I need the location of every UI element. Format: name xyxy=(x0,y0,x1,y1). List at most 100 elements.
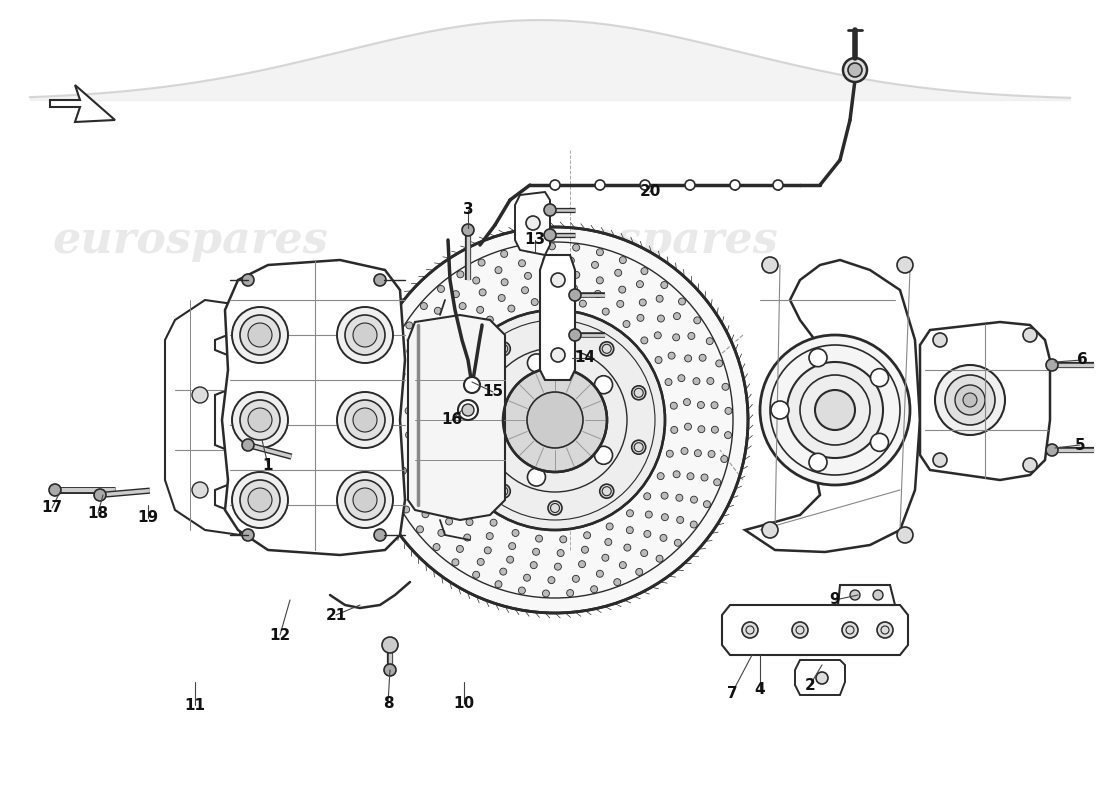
Circle shape xyxy=(714,478,720,486)
Circle shape xyxy=(933,453,947,467)
Circle shape xyxy=(542,590,549,597)
Circle shape xyxy=(441,319,449,326)
Circle shape xyxy=(452,350,459,357)
Circle shape xyxy=(473,571,480,578)
Text: eurospares: eurospares xyxy=(52,218,328,262)
Circle shape xyxy=(495,581,502,588)
Polygon shape xyxy=(515,192,550,255)
Circle shape xyxy=(345,480,385,520)
Circle shape xyxy=(398,370,405,378)
Circle shape xyxy=(626,526,634,534)
Circle shape xyxy=(568,257,574,264)
Circle shape xyxy=(623,321,630,327)
Text: 17: 17 xyxy=(42,501,63,515)
Circle shape xyxy=(850,590,860,600)
Circle shape xyxy=(442,341,449,348)
Circle shape xyxy=(409,490,416,497)
Circle shape xyxy=(430,499,438,506)
Text: 16: 16 xyxy=(441,413,463,427)
Circle shape xyxy=(542,257,550,263)
Circle shape xyxy=(528,354,546,372)
Circle shape xyxy=(406,322,412,329)
Circle shape xyxy=(427,338,434,346)
Circle shape xyxy=(337,472,393,528)
Circle shape xyxy=(94,489,106,501)
Circle shape xyxy=(384,664,396,676)
Text: 8: 8 xyxy=(383,695,394,710)
Circle shape xyxy=(512,530,519,537)
Circle shape xyxy=(571,285,578,292)
Text: 4: 4 xyxy=(755,682,766,698)
Circle shape xyxy=(531,298,538,306)
Circle shape xyxy=(596,277,604,284)
Circle shape xyxy=(548,501,562,515)
Circle shape xyxy=(641,337,648,344)
Circle shape xyxy=(569,329,581,341)
Circle shape xyxy=(441,371,448,378)
Circle shape xyxy=(816,672,828,684)
Circle shape xyxy=(762,257,778,273)
Circle shape xyxy=(478,259,485,266)
Circle shape xyxy=(700,354,706,362)
Text: 14: 14 xyxy=(574,350,595,366)
Circle shape xyxy=(786,362,883,458)
Circle shape xyxy=(374,274,386,286)
Circle shape xyxy=(518,260,526,266)
Circle shape xyxy=(420,302,428,310)
Circle shape xyxy=(536,535,542,542)
Circle shape xyxy=(518,587,526,594)
Polygon shape xyxy=(795,660,845,695)
Circle shape xyxy=(725,432,732,438)
Circle shape xyxy=(668,352,675,359)
Circle shape xyxy=(527,392,583,448)
Circle shape xyxy=(962,393,977,407)
Circle shape xyxy=(377,414,385,421)
Circle shape xyxy=(773,180,783,190)
Circle shape xyxy=(525,272,531,279)
Circle shape xyxy=(464,386,478,400)
Circle shape xyxy=(595,180,605,190)
Circle shape xyxy=(1023,328,1037,342)
Circle shape xyxy=(637,281,644,288)
Circle shape xyxy=(619,257,626,263)
Circle shape xyxy=(600,484,614,498)
Circle shape xyxy=(657,295,663,302)
Circle shape xyxy=(374,529,386,541)
Circle shape xyxy=(573,244,580,251)
Circle shape xyxy=(496,484,510,498)
Circle shape xyxy=(933,333,947,347)
Circle shape xyxy=(462,404,474,416)
Circle shape xyxy=(385,366,393,373)
Circle shape xyxy=(877,622,893,638)
Circle shape xyxy=(452,290,460,298)
Circle shape xyxy=(337,392,393,448)
Polygon shape xyxy=(222,260,405,555)
Circle shape xyxy=(550,180,560,190)
Circle shape xyxy=(606,523,613,530)
Circle shape xyxy=(500,250,508,258)
Circle shape xyxy=(582,546,588,554)
Circle shape xyxy=(394,443,400,450)
Circle shape xyxy=(1046,359,1058,371)
Circle shape xyxy=(654,357,662,363)
Circle shape xyxy=(624,544,631,551)
Text: 19: 19 xyxy=(138,510,158,526)
Circle shape xyxy=(557,550,564,557)
Circle shape xyxy=(639,299,647,306)
Circle shape xyxy=(438,530,444,537)
Circle shape xyxy=(594,376,613,394)
Text: 6: 6 xyxy=(1077,353,1088,367)
Circle shape xyxy=(694,317,701,324)
Circle shape xyxy=(684,423,692,430)
Circle shape xyxy=(477,558,484,566)
Circle shape xyxy=(848,63,862,77)
Circle shape xyxy=(605,538,612,546)
Circle shape xyxy=(248,488,272,512)
Circle shape xyxy=(353,488,377,512)
Circle shape xyxy=(730,180,740,190)
Circle shape xyxy=(548,577,554,584)
Circle shape xyxy=(674,539,681,546)
Circle shape xyxy=(808,349,827,366)
Circle shape xyxy=(675,494,683,502)
Circle shape xyxy=(592,262,598,268)
